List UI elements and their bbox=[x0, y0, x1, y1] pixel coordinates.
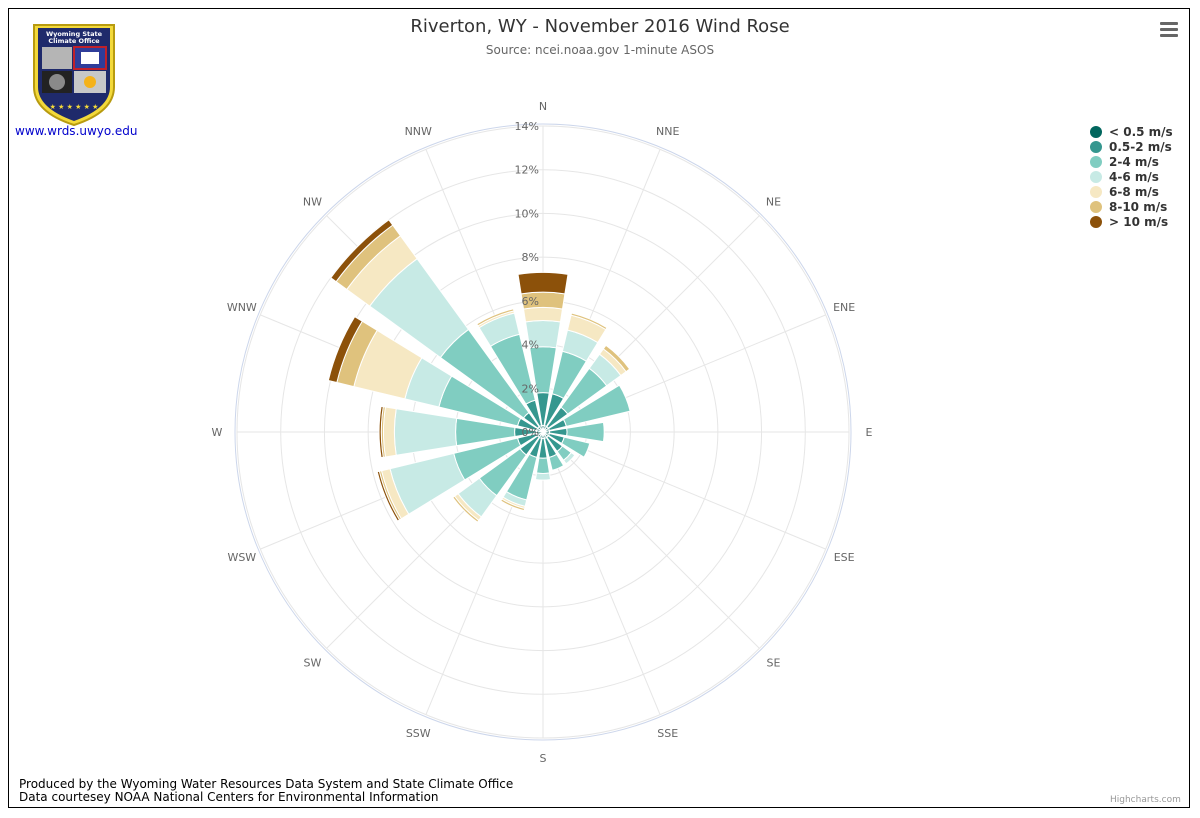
y-tick-label: 10% bbox=[515, 207, 539, 220]
direction-label-SE: SE bbox=[767, 657, 781, 670]
legend-item[interactable]: 2-4 m/s bbox=[1090, 154, 1173, 169]
footer-text: Produced by the Wyoming Water Resources … bbox=[19, 778, 513, 804]
wind-bar-ENE-series-2[interactable] bbox=[562, 384, 631, 427]
legend-label: > 10 m/s bbox=[1109, 214, 1169, 229]
wind-bar-SW-series-5[interactable] bbox=[452, 495, 480, 523]
wind-bar-WNW-series-6[interactable] bbox=[327, 315, 363, 384]
direction-label-NW: NW bbox=[303, 195, 322, 208]
y-tick-label: 6% bbox=[522, 295, 539, 308]
wind-bar-SE-series-3[interactable] bbox=[562, 451, 576, 465]
direction-label-NNW: NNW bbox=[405, 125, 432, 138]
wind-bar-NE-series-5[interactable] bbox=[602, 344, 631, 373]
legend-label: 4-6 m/s bbox=[1109, 169, 1159, 184]
direction-label-SSE: SSE bbox=[657, 727, 678, 740]
legend-marker bbox=[1090, 185, 1102, 198]
direction-label-WNW: WNW bbox=[227, 301, 257, 314]
legend-item[interactable]: 4-6 m/s bbox=[1090, 169, 1173, 184]
wind-bar-NW-series-6[interactable] bbox=[330, 219, 394, 283]
legend-label: 8-10 m/s bbox=[1109, 199, 1168, 214]
legend-marker bbox=[1090, 200, 1102, 213]
svg-text:★ ★ ★ ★ ★ ★: ★ ★ ★ ★ ★ ★ bbox=[50, 103, 99, 111]
y-tick-label: 2% bbox=[522, 382, 539, 395]
chart-subtitle: Source: ncei.noaa.gov 1-minute ASOS bbox=[485, 43, 715, 57]
y-tick-label: 8% bbox=[522, 251, 539, 264]
legend-item[interactable]: 0.5-2 m/s bbox=[1090, 139, 1173, 154]
legend-marker bbox=[1090, 155, 1102, 168]
wind-bar-N-series-6[interactable] bbox=[517, 272, 569, 295]
wind-bar-E-series-2[interactable] bbox=[566, 421, 605, 443]
legend-item[interactable]: 6-8 m/s bbox=[1090, 184, 1173, 199]
direction-label-E: E bbox=[866, 426, 873, 439]
legend-item[interactable]: 8-10 m/s bbox=[1090, 199, 1173, 214]
hamburger-menu-icon[interactable] bbox=[1160, 22, 1178, 38]
legend-marker bbox=[1090, 125, 1102, 138]
direction-label-W: W bbox=[212, 426, 223, 439]
legend-marker bbox=[1090, 140, 1102, 153]
direction-label-SSW: SSW bbox=[406, 727, 431, 740]
wind-bar-SSW-series-5[interactable] bbox=[500, 498, 526, 512]
climate-office-logo: Wyoming State Climate Office ★ ★ ★ ★ ★ ★ bbox=[28, 17, 120, 127]
legend-item[interactable]: > 10 m/s bbox=[1090, 214, 1173, 229]
svg-text:Climate Office: Climate Office bbox=[48, 37, 100, 45]
legend-label: 0.5-2 m/s bbox=[1109, 139, 1172, 154]
wind-bar-W-series-3[interactable] bbox=[393, 408, 458, 456]
wind-bar-ESE-series-2[interactable] bbox=[560, 436, 591, 458]
chart-title: Riverton, WY - November 2016 Wind Rose bbox=[410, 16, 790, 37]
direction-label-N: N bbox=[539, 100, 547, 113]
legend-label: < 0.5 m/s bbox=[1109, 124, 1173, 139]
outer-ring bbox=[234, 123, 852, 741]
wind-bar-S-series-3[interactable] bbox=[534, 472, 552, 481]
legend: < 0.5 m/s 0.5-2 m/s 2-4 m/s 4-6 m/s 6-8 m/s 8… bbox=[1090, 124, 1173, 229]
direction-label-ESE: ESE bbox=[834, 551, 855, 564]
grid-spoke bbox=[542, 431, 760, 649]
y-tick-label: 14% bbox=[515, 120, 539, 133]
wind-bar-NNE-series-5[interactable] bbox=[570, 312, 608, 331]
legend-marker bbox=[1090, 215, 1102, 228]
legend-label: 2-4 m/s bbox=[1109, 154, 1159, 169]
legend-label: 6-8 m/s bbox=[1109, 184, 1159, 199]
svg-text:Wyoming State: Wyoming State bbox=[46, 30, 103, 38]
wind-bar-S-series-2[interactable] bbox=[535, 457, 551, 475]
y-tick-label: 12% bbox=[515, 164, 539, 177]
direction-label-SW: SW bbox=[304, 657, 322, 670]
wind-bar-W-series-4[interactable] bbox=[383, 406, 397, 458]
grid-spoke bbox=[542, 431, 826, 550]
y-tick-label: 4% bbox=[522, 339, 539, 352]
grid-spoke bbox=[542, 431, 661, 715]
direction-label-NNE: NNE bbox=[656, 125, 679, 138]
direction-label-WSW: WSW bbox=[227, 551, 256, 564]
footer-line-1: Produced by the Wyoming Water Resources … bbox=[19, 777, 514, 791]
wind-bar-SSE-series-2[interactable] bbox=[548, 453, 565, 471]
direction-label-S: S bbox=[540, 752, 547, 765]
y-axis-ticks: 0% 2% 4% 6% 8% 10% 12% 14% bbox=[515, 120, 539, 439]
wind-rose-bars bbox=[327, 219, 631, 523]
wind-bar-W-series-6[interactable] bbox=[378, 405, 384, 459]
wind-bar-NNW-series-5[interactable] bbox=[476, 308, 515, 327]
y-tick-label: 0% bbox=[522, 426, 539, 439]
legend-marker bbox=[1090, 170, 1102, 183]
direction-label-NE: NE bbox=[766, 195, 781, 208]
chart-frame bbox=[8, 8, 1190, 808]
wind-bar-WSW-series-6[interactable] bbox=[376, 470, 401, 522]
wind-bar-N-series-4[interactable] bbox=[522, 306, 564, 323]
footer-line-2: Data courtesey NOAA National Centers for… bbox=[19, 790, 439, 804]
direction-label-ENE: ENE bbox=[833, 301, 855, 314]
highcharts-credit[interactable]: Highcharts.com bbox=[1110, 795, 1181, 805]
legend-item[interactable]: < 0.5 m/s bbox=[1090, 124, 1173, 139]
direction-labels: N NNE NE ENE E ESE SE SSE S SSW SW WSW W WNW NW NNW bbox=[212, 100, 873, 765]
website-link[interactable]: www.wrds.uwyo.edu bbox=[15, 124, 138, 138]
